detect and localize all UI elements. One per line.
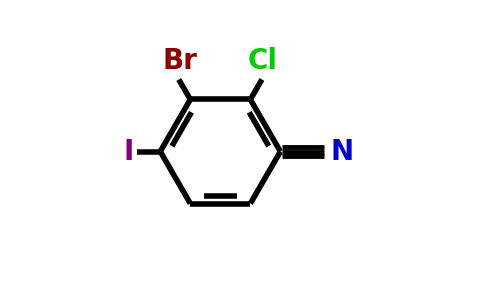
Text: I: I [123,137,134,166]
Text: Br: Br [163,47,197,75]
Text: Cl: Cl [248,47,278,75]
Text: N: N [330,137,353,166]
